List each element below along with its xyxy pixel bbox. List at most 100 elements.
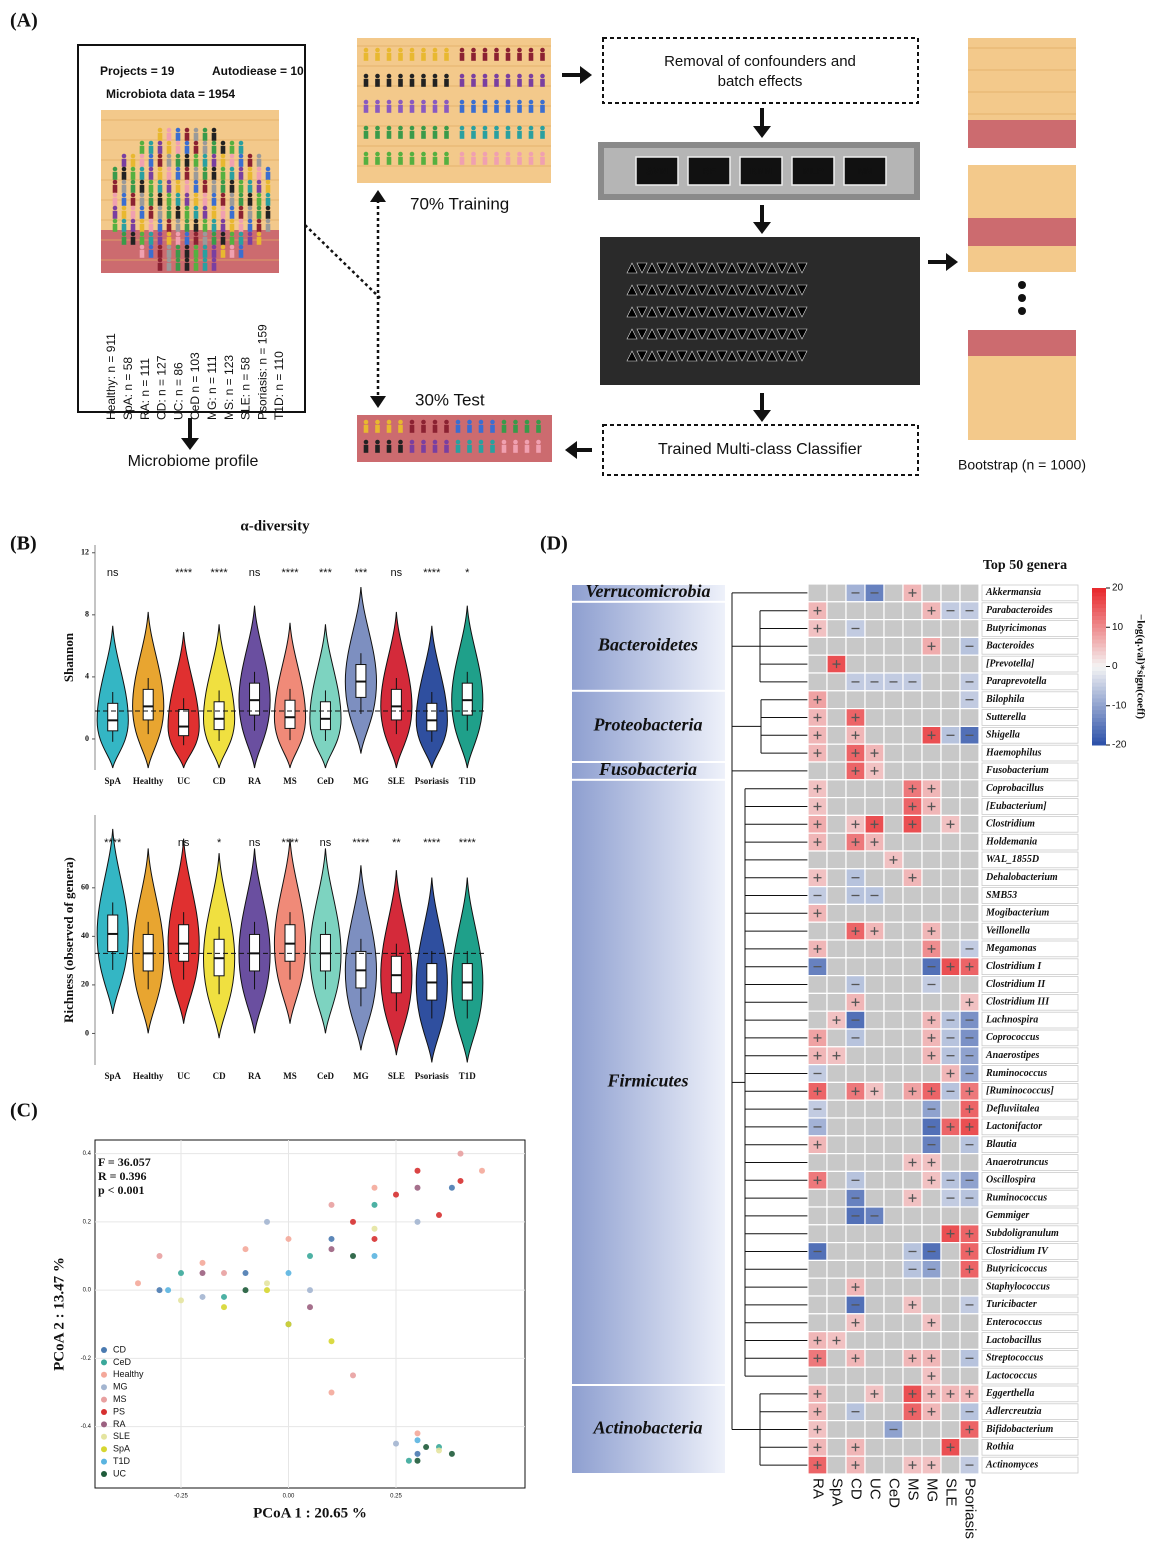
person-icon: [386, 99, 392, 105]
genus-label: Fusobacterium: [985, 765, 1049, 776]
x-tick-label: MG: [353, 1071, 369, 1081]
heatmap-cell: [902, 1099, 923, 1119]
point: [414, 1218, 421, 1225]
removal-label: Removal of confounders and: [664, 53, 856, 70]
person-icon: [540, 78, 545, 87]
person-icon: [166, 257, 172, 263]
person-icon: [193, 236, 199, 245]
triangle-icon: [686, 328, 698, 340]
legend-label: SpA: [113, 1444, 130, 1454]
heatmap-cell: [883, 957, 904, 977]
person-icon: [421, 78, 426, 87]
heatmap-cell: [807, 992, 828, 1012]
person-icon: [193, 184, 199, 193]
person-icon: [432, 73, 438, 79]
heatmap-cell: [845, 636, 866, 656]
heatmap-cell: [883, 974, 904, 994]
person-icon: [148, 231, 154, 237]
colorbar-step: [1092, 737, 1106, 742]
point: [414, 1430, 421, 1437]
heatmap-cell: [902, 974, 923, 994]
person-icon: [193, 249, 199, 258]
point: [328, 1201, 335, 1208]
person-icon: [193, 158, 199, 167]
person-icon: [229, 179, 235, 185]
point: [307, 1253, 313, 1259]
significance-label: ns: [107, 567, 119, 579]
phylum-band: [572, 1386, 725, 1473]
point: [307, 1287, 313, 1294]
x-tick-label: Healthy: [133, 1071, 164, 1081]
person-icon: [256, 205, 262, 211]
x-tick-label: MG: [353, 776, 369, 786]
person-icon: [211, 262, 217, 271]
triangle-icon: [786, 262, 798, 274]
heatmap-cell: [902, 1135, 923, 1155]
person-icon: [121, 223, 127, 232]
person-icon: [247, 171, 253, 180]
person-icon: [398, 439, 403, 445]
heatmap-cell: [826, 583, 847, 603]
person-icon: [184, 257, 190, 263]
person-icon: [528, 156, 534, 165]
person-icon: [238, 231, 244, 237]
person-icon: [220, 153, 226, 159]
heatmap-cell: [807, 1206, 828, 1226]
heatmap-cell: [959, 868, 980, 888]
triangle-icon: [736, 284, 748, 296]
heatmap-cell: [845, 1384, 866, 1404]
person-icon: [238, 210, 244, 219]
genus-label: Ruminococcus: [985, 1068, 1047, 1079]
genus-box: [981, 869, 1079, 886]
heatmap-cell: [864, 992, 885, 1012]
colorbar-step: [1092, 588, 1106, 593]
heatmap-cell: [940, 1135, 961, 1155]
genus-label: WAL_1855D: [986, 854, 1039, 865]
heatmap-cell: [807, 672, 828, 692]
heatmap-cell: [807, 1277, 828, 1297]
heatmap-cell: [864, 974, 885, 994]
triangle-icon: [736, 350, 748, 362]
person-icon: [494, 52, 499, 61]
heatmap-cell: [845, 1117, 866, 1137]
person-icon: [121, 210, 127, 219]
heatmap-cell: [826, 1117, 847, 1137]
genus-label: Holdemania: [985, 836, 1037, 847]
heatmap-cell: [940, 832, 961, 852]
person-icon: [193, 231, 199, 237]
person-icon: [175, 132, 181, 141]
triangle-icon: [686, 262, 698, 274]
person-icon: [432, 104, 438, 113]
person-icon: [409, 424, 415, 433]
triangle-icon: [666, 306, 678, 318]
heatmap-cell: [864, 1188, 885, 1208]
person-icon: [139, 236, 145, 245]
heatmap-cell: [959, 618, 980, 638]
arrow-head: [946, 253, 958, 271]
heatmap-cell: [864, 1117, 885, 1137]
triangle-icon: [786, 350, 798, 362]
point: [221, 1304, 227, 1311]
triangle-icon: [766, 306, 778, 318]
triangle-icon: [696, 328, 708, 340]
point: [135, 1280, 141, 1287]
legend-swatch: [101, 1433, 107, 1440]
colorbar-step: [1092, 686, 1106, 691]
colorbar-step: [1092, 623, 1106, 628]
person-icon: [471, 52, 476, 61]
colorbar-step: [1092, 701, 1106, 707]
genus-box: [981, 1011, 1079, 1029]
person-icon: [421, 47, 426, 53]
person-icon: [193, 132, 199, 141]
person-icon: [409, 104, 415, 113]
triangle-icon: [776, 284, 788, 296]
point: [371, 1253, 378, 1259]
person-icon: [229, 171, 235, 180]
person-icon: [211, 171, 217, 180]
significance-label: ****: [211, 567, 229, 579]
genus-box: [981, 976, 1079, 993]
person-icon: [202, 257, 208, 263]
person-icon: [139, 192, 145, 198]
person-icon: [490, 424, 495, 433]
legend-label: T1D: [113, 1456, 131, 1466]
